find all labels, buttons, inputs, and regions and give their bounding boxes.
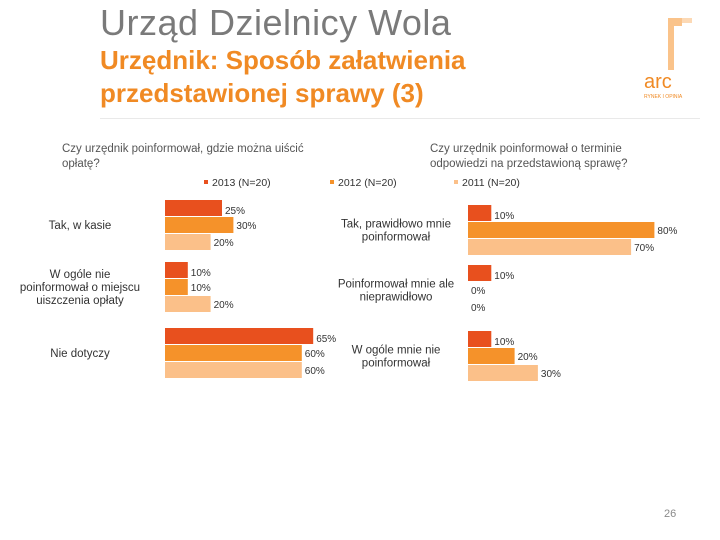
chart1-data-label-0-2: 70% — [634, 243, 654, 254]
chart1-data-label-2-1: 20% — [518, 352, 538, 363]
chart0-category-label-0-line-0: Tak, w kasie — [49, 220, 112, 232]
chart1-data-label-2-0: 10% — [494, 337, 514, 348]
right-question-line-1: Czy urzędnik poinformował o terminie — [430, 143, 622, 155]
subtitle-line-2: przedstawionej sprawy (3) — [100, 78, 424, 108]
chart0-bar-2-2 — [165, 362, 302, 378]
page-subtitle: Urzędnik: Sposób załatwienia przedstawio… — [100, 44, 600, 110]
chart1-bar-2-1 — [468, 348, 515, 364]
chart1-bar-0-0 — [468, 205, 492, 221]
left-question-line-2: opłatę? — [62, 158, 100, 170]
legend-swatch-0 — [204, 180, 208, 184]
chart0-category-label-2-line-0: Nie dotyczy — [50, 348, 110, 360]
chart1-data-label-0-1: 80% — [657, 226, 677, 237]
logo-crane-icon — [668, 18, 682, 70]
chart1-data-label-1-2: 0% — [471, 303, 486, 314]
chart0-bar-1-0 — [165, 262, 188, 278]
right-question-line-2: odpowiedzi na przedstawioną sprawę? — [430, 158, 628, 170]
chart0-data-label-2-0: 65% — [316, 334, 336, 345]
page-number: 26 — [664, 508, 677, 520]
logo-text: arc — [644, 71, 672, 93]
left-question-line-1: Czy urzędnik poinformował, gdzie można u… — [62, 143, 304, 155]
chart1-category-label-0-line-0: Tak, prawidłowo mnie — [341, 219, 451, 231]
chart0-data-label-0-0: 25% — [225, 206, 245, 217]
legend-label-1: 2012 (N=20) — [338, 177, 397, 189]
chart0-data-label-2-1: 60% — [305, 349, 325, 360]
chart0-bar-2-0 — [165, 328, 314, 344]
chart1-bar-2-2 — [468, 365, 538, 381]
chart0-bar-1-2 — [165, 296, 211, 312]
logo-tagline: RYNEK I OPINIA — [644, 94, 683, 100]
chart0-data-label-1-0: 10% — [191, 268, 211, 279]
chart0-data-label-2-2: 60% — [305, 366, 325, 377]
chart0-bar-2-1 — [165, 345, 302, 361]
legend-label-2: 2011 (N=20) — [462, 177, 520, 189]
chart0-bar-0-1 — [165, 217, 234, 233]
header-divider — [100, 118, 700, 119]
chart1-data-label-1-0: 10% — [494, 271, 514, 282]
arc-logo: arc RYNEK I OPINIA — [644, 18, 692, 100]
chart0-bar-0-2 — [165, 234, 211, 250]
chart1-bar-2-0 — [468, 331, 492, 347]
chart1-category-label-2-line-0: W ogóle mnie nie — [352, 345, 441, 357]
left-question: Czy urzędnik poinformował, gdzie można u… — [62, 142, 372, 172]
legend-label-0: 2013 (N=20) — [212, 177, 271, 189]
chart1-data-label-2-2: 30% — [541, 369, 561, 380]
right-question: Czy urzędnik poinformował o terminie odp… — [430, 142, 690, 172]
chart1-category-label-1-line-1: nieprawidłowo — [360, 292, 433, 304]
chart0-category-label-1-line-0: W ogóle nie — [50, 269, 111, 281]
chart1-category-label-1-line-0: Poinformował mnie ale — [338, 279, 454, 291]
chart0-data-label-1-2: 20% — [214, 300, 234, 311]
legend-swatch-2 — [454, 180, 458, 184]
chart1-data-label-1-1: 0% — [471, 286, 486, 297]
chart0-category-label-1-line-2: uiszczenia opłaty — [36, 295, 124, 307]
chart1-category-label-2-line-1: poinformował — [362, 358, 431, 370]
page-title: Urząd Dzielnicy Wola — [100, 2, 452, 43]
subtitle-line-1: Urzędnik: Sposób załatwienia — [100, 45, 466, 75]
chart1-bar-0-2 — [468, 239, 632, 255]
chart0-category-label-1-line-1: poinformował o miejscu — [20, 282, 140, 294]
chart1-category-label-0-line-1: poinformował — [362, 232, 431, 244]
chart0-bar-1-1 — [165, 279, 188, 295]
chart0-data-label-0-2: 20% — [214, 238, 234, 249]
chart1-bar-0-1 — [468, 222, 655, 238]
chart1-data-label-0-0: 10% — [494, 211, 514, 222]
chart0-bar-0-0 — [165, 200, 222, 216]
chart0-data-label-0-1: 30% — [236, 221, 256, 232]
legend-swatch-1 — [330, 180, 334, 184]
chart1-bar-1-0 — [468, 265, 492, 281]
chart0-data-label-1-1: 10% — [191, 283, 211, 294]
